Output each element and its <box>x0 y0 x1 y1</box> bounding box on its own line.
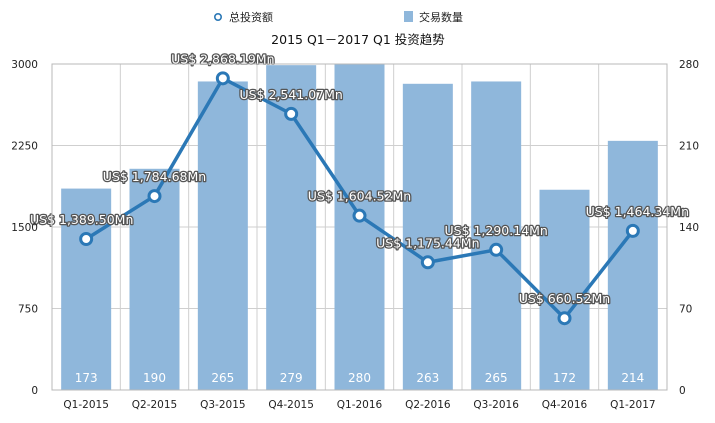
legend-bar-swatch <box>404 11 413 22</box>
legend: 总投资额 交易数量 <box>214 10 463 24</box>
line-point <box>557 311 572 326</box>
line-layer <box>79 71 640 326</box>
bar <box>539 189 590 390</box>
legend-line-marker <box>214 13 223 22</box>
bar-value-label: 173 <box>75 371 98 385</box>
bar-value-label: 190 <box>143 371 166 385</box>
bar <box>471 81 522 390</box>
bar <box>197 81 248 390</box>
y-right-tick-label: 140 <box>679 222 699 234</box>
y-right-tick-label: 0 <box>679 385 686 397</box>
line-value-label: US$ 1,784.68Mn <box>103 169 206 184</box>
line-point <box>284 106 299 121</box>
line-value-label: US$ 1,464.34Mn <box>586 204 689 219</box>
bar-value-label: 279 <box>280 371 303 385</box>
x-tick-label: Q3-2015 <box>200 399 245 411</box>
bar-layer <box>61 64 658 391</box>
label-layer: 173 190 265 279 280 263 265 172 214 US$ 1,389.50M… <box>29 50 691 385</box>
line-value-label: US$ 2,541.07Mn <box>239 87 342 102</box>
line-value-label: US$ 1,175.44Mn <box>376 235 479 250</box>
y-left-tick-label: 750 <box>18 304 38 316</box>
line-value-label: US$ 1,389.50Mn <box>30 212 133 227</box>
y-right-tick-label: 70 <box>679 304 692 316</box>
bar <box>607 140 658 390</box>
x-tick-label: Q1-2015 <box>63 399 108 411</box>
chart-title: 2015 Q1－2017 Q1 投资趋势 <box>271 32 445 47</box>
x-tick-label: Q1-2016 <box>337 399 383 411</box>
y-right-tick-label: 280 <box>679 59 699 71</box>
y-left-tick-label: 2250 <box>11 141 38 153</box>
bar <box>402 83 453 391</box>
bar-value-label: 265 <box>211 371 234 385</box>
bar-value-label: 214 <box>621 371 644 385</box>
legend-bar-label: 交易数量 <box>419 10 463 24</box>
x-tick-label: Q2-2015 <box>132 399 177 411</box>
line-value-label: US$ 660.52Mn <box>519 291 610 306</box>
line-point <box>489 242 504 257</box>
bar-value-label: 280 <box>348 371 371 385</box>
line-point <box>625 223 640 238</box>
bar-value-label: 265 <box>485 371 508 385</box>
axis-layer: 0 750 1500 2250 3000 0 70 140 210 280 Q1-2015 Q2-20… <box>11 59 699 411</box>
x-tick-label: Q1-2017 <box>610 399 655 411</box>
plot-frame <box>51 63 668 391</box>
line-point <box>215 71 230 86</box>
x-tick-label: Q2-2016 <box>405 399 451 411</box>
y-left-tick-label: 3000 <box>11 59 38 71</box>
x-tick-label: Q4-2016 <box>542 399 588 411</box>
line-point <box>147 189 162 204</box>
line-point <box>79 232 94 247</box>
line-point <box>352 208 367 223</box>
line-value-label: US$ 1,604.52Mn <box>308 189 411 204</box>
x-tick-label: Q4-2015 <box>268 399 313 411</box>
y-right-tick-label: 210 <box>679 141 699 153</box>
line-value-label: US$ 2,868.19Mn <box>171 51 274 66</box>
legend-line-label: 总投资额 <box>229 10 273 24</box>
line-value-label: US$ 1,290.14Mn <box>444 223 547 238</box>
y-left-tick-label: 0 <box>31 385 38 397</box>
x-tick-label: Q3-2016 <box>473 399 519 411</box>
bar <box>61 188 112 390</box>
bar-value-label: 172 <box>553 371 576 385</box>
line-point <box>420 255 435 270</box>
y-left-tick-label: 1500 <box>11 222 38 234</box>
bar-value-label: 263 <box>416 371 439 385</box>
